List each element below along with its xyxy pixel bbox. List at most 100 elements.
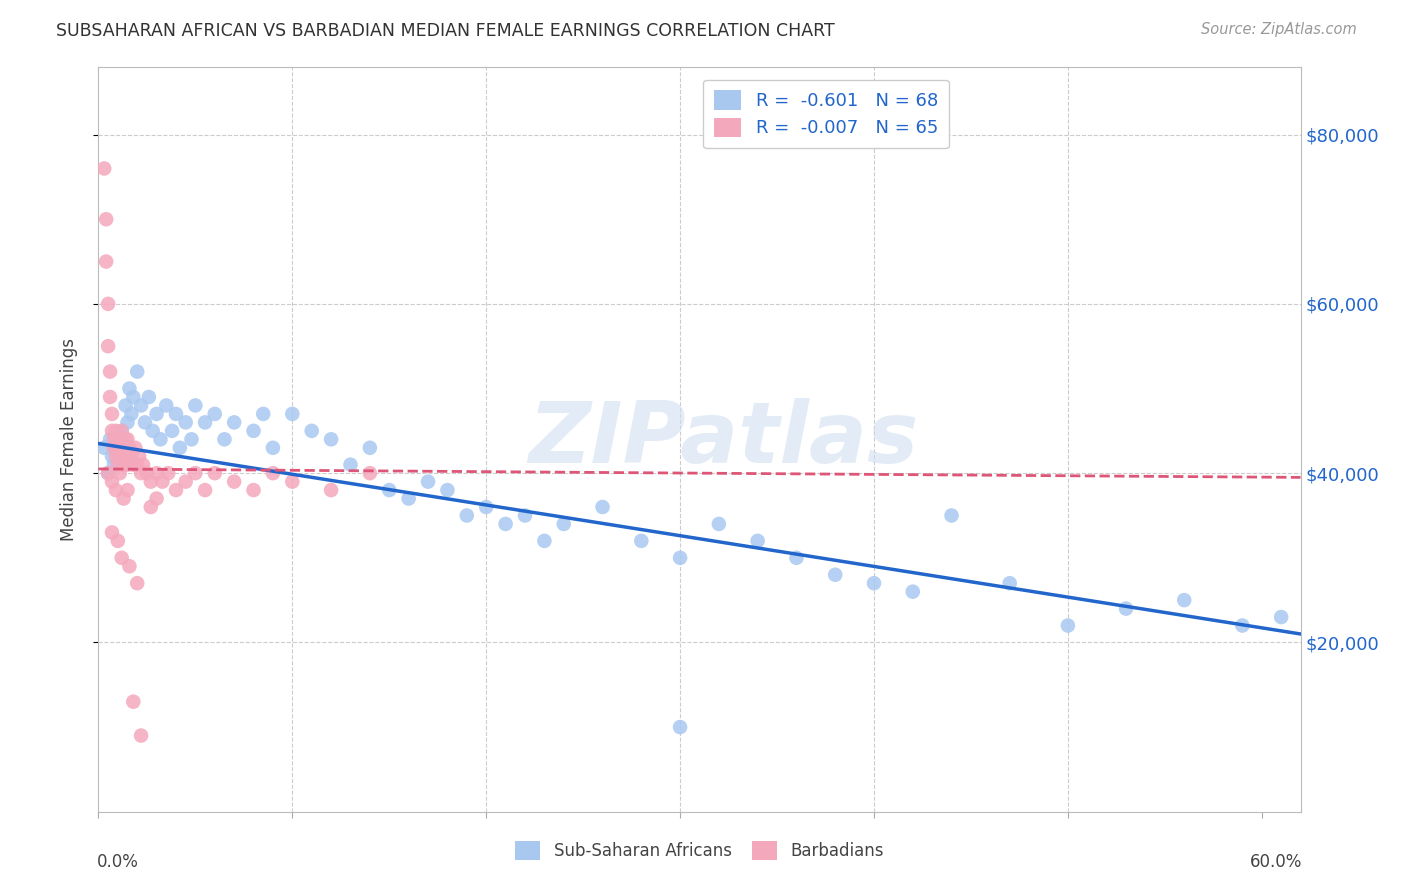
Point (142, 424, 165, 438)
Point (242, 483, 264, 497)
Point (998, 576, 1021, 591)
Point (101, 424, 124, 438)
Point (111, 424, 134, 438)
Point (117, 433, 139, 447)
Point (112, 491, 135, 506)
Point (129, 729, 152, 743)
Point (174, 475, 197, 489)
Point (630, 533, 652, 548)
Point (495, 516, 517, 531)
Point (155, 399, 177, 413)
Point (93, 161, 115, 176)
Point (97, 339, 120, 353)
Point (139, 500, 162, 514)
Point (194, 416, 217, 430)
Point (301, 424, 323, 438)
Point (97, 466, 120, 480)
Point (93, 441, 115, 455)
Point (436, 483, 458, 497)
Point (157, 466, 180, 480)
Point (122, 390, 145, 404)
Point (319, 433, 342, 447)
Point (242, 424, 264, 438)
Point (127, 365, 149, 379)
Point (747, 533, 769, 548)
Point (1232, 618, 1254, 632)
Point (107, 533, 129, 548)
Text: ZIPatlas: ZIPatlas (529, 398, 918, 481)
Point (863, 576, 886, 591)
Point (824, 567, 846, 582)
Point (107, 458, 129, 472)
Point (107, 433, 129, 447)
Point (184, 399, 207, 413)
Point (1173, 593, 1195, 607)
Text: SUBSAHARAN AFRICAN VS BARBADIAN MEDIAN FEMALE EARNINGS CORRELATION CHART: SUBSAHARAN AFRICAN VS BARBADIAN MEDIAN F… (56, 22, 835, 40)
Point (262, 466, 284, 480)
Point (117, 483, 139, 497)
Point (114, 399, 136, 413)
Point (96, 212, 118, 227)
Point (169, 441, 191, 455)
Point (127, 576, 149, 591)
Point (174, 416, 197, 430)
Point (359, 466, 381, 480)
Point (553, 516, 575, 531)
Point (1115, 601, 1137, 615)
Point (707, 516, 730, 531)
Point (149, 433, 172, 447)
Point (224, 475, 246, 489)
Point (135, 466, 157, 480)
Point (108, 466, 131, 480)
Point (941, 508, 963, 523)
Point (378, 483, 401, 497)
Point (139, 475, 162, 489)
Point (96, 254, 118, 268)
Point (456, 508, 478, 523)
Point (114, 433, 136, 447)
Point (194, 483, 217, 497)
Point (103, 433, 125, 447)
Point (108, 449, 131, 463)
Point (111, 550, 134, 565)
Point (165, 483, 187, 497)
Point (120, 407, 142, 421)
Point (160, 424, 183, 438)
Point (281, 407, 304, 421)
Point (129, 466, 152, 480)
Point (134, 416, 156, 430)
Point (224, 416, 246, 430)
Point (111, 424, 134, 438)
Point (319, 483, 342, 497)
Point (101, 475, 124, 489)
Point (104, 424, 127, 438)
Point (103, 458, 125, 472)
Point (104, 449, 127, 463)
Point (101, 407, 124, 421)
Y-axis label: Median Female Earnings: Median Female Earnings (59, 338, 77, 541)
Point (108, 433, 131, 447)
Point (145, 491, 167, 506)
Point (97, 466, 120, 480)
Point (120, 449, 142, 463)
Point (398, 491, 420, 506)
Point (122, 695, 145, 709)
Point (165, 407, 187, 421)
Point (138, 390, 160, 404)
Point (124, 441, 146, 455)
Point (118, 559, 141, 574)
Point (132, 458, 155, 472)
Point (118, 441, 141, 455)
Point (101, 449, 124, 463)
Point (104, 441, 127, 455)
Point (98, 365, 121, 379)
Point (1057, 618, 1080, 632)
Point (129, 399, 152, 413)
Point (262, 441, 284, 455)
Point (204, 466, 226, 480)
Point (281, 475, 304, 489)
Point (214, 433, 236, 447)
Point (98, 390, 121, 404)
Point (184, 466, 207, 480)
Point (112, 441, 135, 455)
